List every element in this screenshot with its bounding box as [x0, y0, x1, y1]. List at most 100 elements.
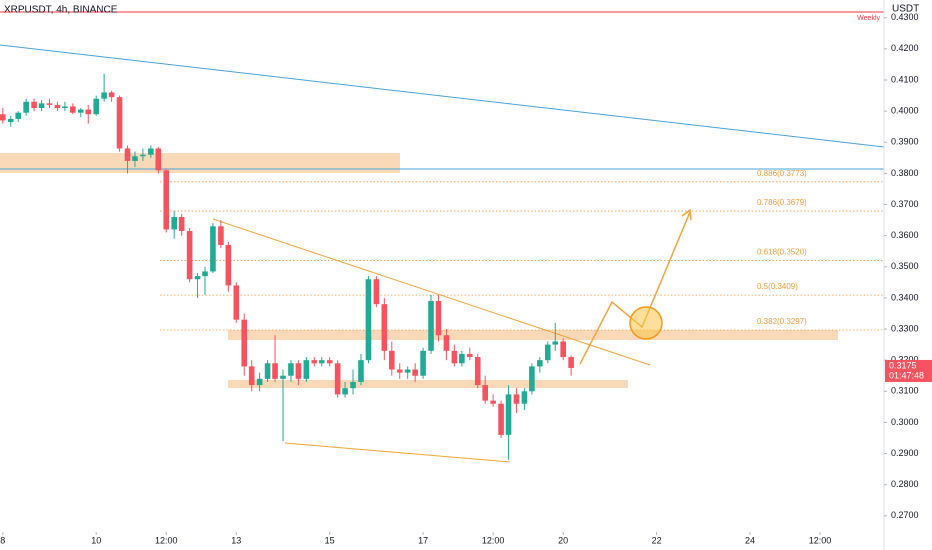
candle-body — [210, 226, 216, 272]
candle-body — [521, 391, 528, 404]
candle-body — [31, 101, 37, 109]
candle-body — [365, 279, 372, 361]
y-tick-label: 0.3300 — [891, 323, 919, 333]
candle-body — [77, 109, 84, 113]
y-tick-label: 0.3500 — [891, 261, 919, 271]
candle-body — [186, 230, 193, 280]
x-tick-label: 8 — [0, 535, 5, 545]
candle-body — [85, 109, 92, 115]
candle-body — [132, 156, 138, 161]
candle-body — [7, 118, 14, 123]
candle-body — [334, 363, 341, 395]
trend-line — [0, 44, 885, 148]
candle-body — [568, 357, 574, 368]
candle-body — [101, 92, 107, 99]
trend-line — [212, 218, 651, 366]
candle-body — [505, 394, 512, 435]
candle-body — [560, 341, 566, 358]
y-tick-label: 0.2800 — [891, 479, 919, 489]
candle-body — [404, 369, 411, 373]
fib-levels: 0.886(0.3773) 0.786(0.3679) 0.618(0.3520) 0… — [160, 169, 884, 331]
x-tick-label: 12:00 — [155, 535, 178, 545]
candle-body — [288, 363, 294, 376]
candle-body — [0, 114, 6, 121]
candle-body — [498, 403, 504, 435]
candle-body — [202, 271, 208, 277]
x-tick-label: 12:00 — [809, 535, 832, 545]
candle-body — [482, 385, 488, 401]
y-tick-label: 0.4100 — [891, 74, 919, 84]
candle-body — [529, 366, 535, 392]
x-tick-label: 22 — [652, 535, 662, 545]
candle-body — [233, 285, 240, 320]
drawings — [0, 11, 885, 463]
candle-body — [311, 360, 318, 364]
candle-body — [38, 103, 45, 109]
candle-body — [490, 400, 496, 404]
candle-body — [70, 106, 76, 113]
projection — [579, 208, 692, 365]
candle-body — [218, 226, 224, 245]
candle-body — [318, 360, 325, 364]
candle-body — [248, 366, 255, 386]
candle-body — [513, 394, 520, 404]
candle-body — [256, 378, 263, 386]
fib-label: 0.382(0.3297) — [757, 317, 807, 326]
countdown-label: 01:47:48 — [889, 370, 924, 380]
candle-body — [163, 170, 170, 230]
candle-body — [552, 341, 559, 345]
candle-body — [140, 154, 146, 157]
candle-body — [451, 350, 458, 364]
candle-body — [23, 101, 29, 113]
candle-body — [93, 98, 99, 115]
candle-body — [537, 360, 543, 367]
candle-body — [350, 381, 356, 389]
y-tick-label: 0.4000 — [891, 106, 919, 116]
x-tick-label: 24 — [745, 535, 755, 545]
x-tick-label: 12:00 — [482, 535, 505, 545]
x-tick-label: 15 — [325, 535, 335, 545]
candle-body — [412, 369, 418, 376]
y-tick-label: 0.4300 — [891, 12, 919, 22]
candle-body — [326, 360, 333, 364]
fib-label: 0.5(0.3409) — [757, 282, 798, 291]
candle-body — [544, 344, 551, 361]
last-price-label: 0.3175 — [889, 360, 917, 370]
candle-body — [381, 304, 388, 351]
zone — [0, 153, 400, 173]
x-tick-label: 13 — [231, 535, 241, 545]
candle-body — [155, 148, 162, 171]
candle-body — [303, 360, 310, 379]
candle-body — [116, 97, 123, 149]
y-tick-label: 0.3200 — [891, 355, 919, 365]
y-tick-label: 0.2900 — [891, 448, 919, 458]
y-tick-label: 0.4200 — [891, 43, 919, 53]
x-tick-label: 10 — [91, 535, 101, 545]
zone — [228, 330, 838, 340]
candle-body — [171, 216, 177, 230]
candle-body — [148, 148, 154, 155]
candle-body — [46, 103, 53, 105]
y-tick-label: 0.3800 — [891, 168, 919, 178]
y-tick-label: 0.3400 — [891, 292, 919, 302]
x-tick-label: 20 — [558, 535, 568, 545]
candle-body — [428, 301, 434, 351]
time-axis — [0, 532, 884, 550]
candle-body — [225, 244, 232, 286]
candle-body — [15, 112, 22, 119]
candle-body — [178, 216, 185, 231]
zone — [228, 380, 628, 388]
trend-line — [284, 442, 511, 463]
candle-body — [420, 350, 426, 376]
arrow-path — [579, 211, 691, 365]
fib-label: 0.886(0.3773) — [757, 169, 807, 178]
y-tick-label: 0.3100 — [891, 386, 919, 396]
candle-body — [435, 301, 442, 336]
fib-label: 0.786(0.3679) — [757, 198, 807, 207]
candle-body — [280, 375, 286, 379]
y-tick-label: 0.2700 — [891, 510, 919, 520]
arrow-head — [681, 208, 692, 221]
